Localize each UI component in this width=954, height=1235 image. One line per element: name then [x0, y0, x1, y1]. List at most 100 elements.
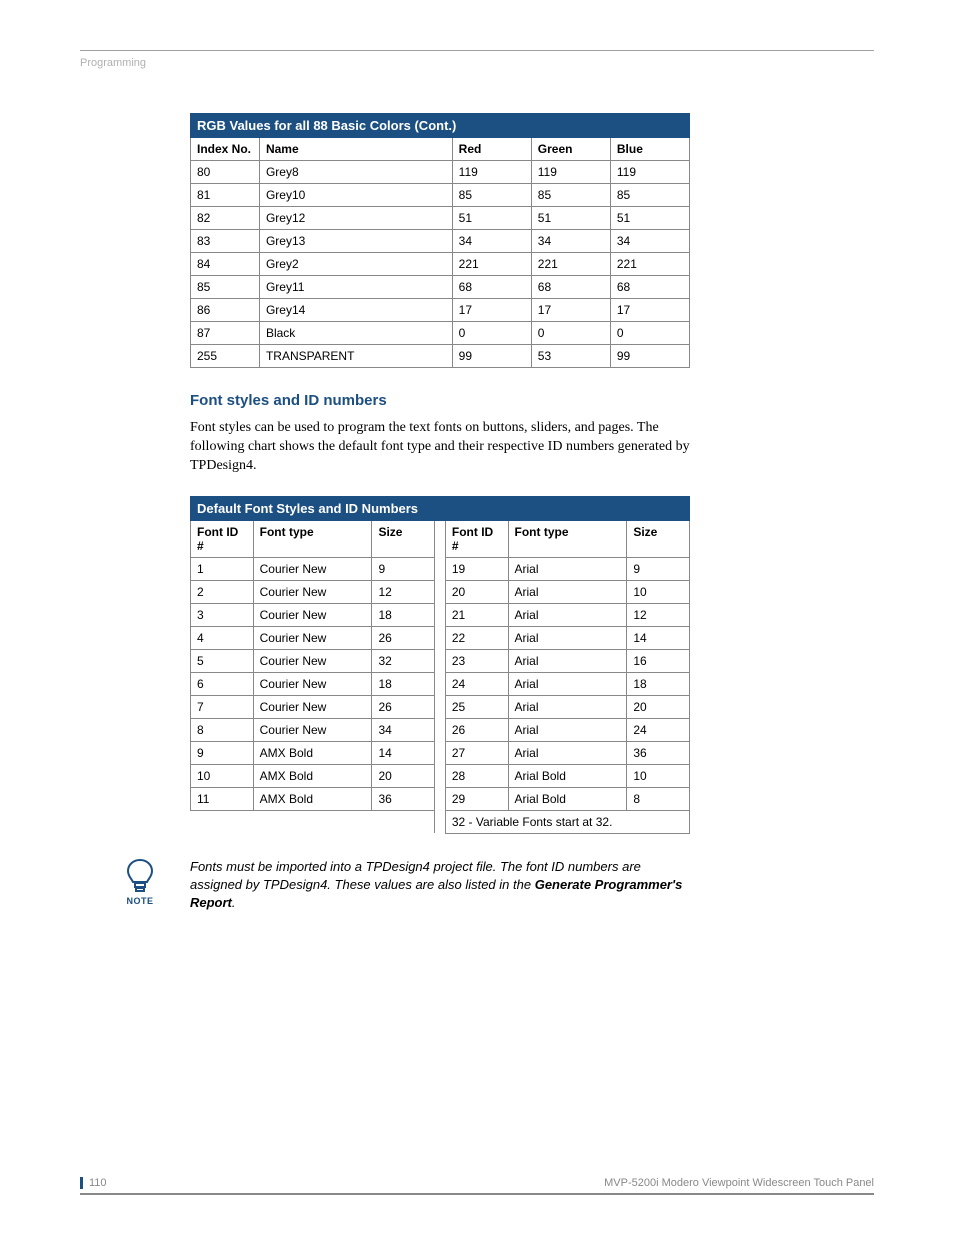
- table-cell: 0: [610, 322, 689, 345]
- table-cell: 12: [372, 580, 435, 603]
- table-cell: 21: [445, 603, 508, 626]
- table-row: 3Courier New1821Arial12: [191, 603, 690, 626]
- table-cell: 20: [372, 764, 435, 787]
- table-cell: 82: [191, 207, 260, 230]
- table-cell: AMX Bold: [253, 787, 372, 810]
- table-cell: AMX Bold: [253, 764, 372, 787]
- table-cell: Grey8: [259, 161, 452, 184]
- table-cell: Courier New: [253, 557, 372, 580]
- col-header: Font type: [253, 520, 372, 557]
- table-cell: 51: [452, 207, 531, 230]
- note-icon: NOTE: [120, 858, 160, 906]
- table-cell: TRANSPARENT: [259, 345, 452, 368]
- col-header: Size: [372, 520, 435, 557]
- table-cell: 17: [452, 299, 531, 322]
- breadcrumb: Programming: [80, 57, 874, 69]
- table-cell: 18: [372, 603, 435, 626]
- table-cell: 85: [531, 184, 610, 207]
- table-cell: Grey2: [259, 253, 452, 276]
- table-row: 85Grey11686868: [191, 276, 690, 299]
- table-cell: 68: [452, 276, 531, 299]
- table-cell: Courier New: [253, 649, 372, 672]
- table-cell: 6: [191, 672, 254, 695]
- table-cell: 34: [452, 230, 531, 253]
- table-cell: Arial: [508, 580, 627, 603]
- table-cell: 36: [372, 787, 435, 810]
- table-cell: 19: [445, 557, 508, 580]
- table-row: 87Black000: [191, 322, 690, 345]
- table-cell: 20: [627, 695, 690, 718]
- table-row: 81Grey10858585: [191, 184, 690, 207]
- col-header: Font ID #: [445, 520, 508, 557]
- table-cell: 32: [372, 649, 435, 672]
- table-cell: 23: [445, 649, 508, 672]
- table-row: 8Courier New3426Arial24: [191, 718, 690, 741]
- table-cell: Grey13: [259, 230, 452, 253]
- table-cell: Grey12: [259, 207, 452, 230]
- table-row: 83Grey13343434: [191, 230, 690, 253]
- table-cell: 18: [372, 672, 435, 695]
- table-cell: Courier New: [253, 580, 372, 603]
- table-cell: 5: [191, 649, 254, 672]
- table-cell: 221: [610, 253, 689, 276]
- page-number: 110: [80, 1177, 107, 1189]
- font-table-title: Default Font Styles and ID Numbers: [191, 496, 690, 520]
- table-cell: 9: [191, 741, 254, 764]
- table-cell: Courier New: [253, 695, 372, 718]
- col-header: Red: [452, 138, 531, 161]
- table-row: 4Courier New2622Arial14: [191, 626, 690, 649]
- table-cell: Black: [259, 322, 452, 345]
- col-header: Green: [531, 138, 610, 161]
- table-cell: Arial: [508, 741, 627, 764]
- table-cell: 27: [445, 741, 508, 764]
- table-cell: 68: [610, 276, 689, 299]
- table-cell: Courier New: [253, 626, 372, 649]
- table-cell: 9: [627, 557, 690, 580]
- table-cell: Arial: [508, 603, 627, 626]
- col-header: Size: [627, 520, 690, 557]
- table-cell: Courier New: [253, 672, 372, 695]
- rgb-table: RGB Values for all 88 Basic Colors (Cont…: [190, 113, 690, 368]
- table-cell: Arial: [508, 718, 627, 741]
- table-cell: 26: [372, 626, 435, 649]
- table-cell: 99: [452, 345, 531, 368]
- table-cell: 83: [191, 230, 260, 253]
- table-cell: 17: [610, 299, 689, 322]
- table-row: 1Courier New919Arial9: [191, 557, 690, 580]
- table-cell: 68: [531, 276, 610, 299]
- table-cell: 10: [627, 580, 690, 603]
- table-row: 84Grey2221221221: [191, 253, 690, 276]
- table-cell: AMX Bold: [253, 741, 372, 764]
- table-row: 10AMX Bold2028Arial Bold10: [191, 764, 690, 787]
- table-cell: 29: [445, 787, 508, 810]
- table-cell: 17: [531, 299, 610, 322]
- table-cell: Grey11: [259, 276, 452, 299]
- table-cell: 53: [531, 345, 610, 368]
- table-cell: 10: [191, 764, 254, 787]
- table-cell: 14: [627, 626, 690, 649]
- table-cell: 18: [627, 672, 690, 695]
- table-cell: 26: [445, 718, 508, 741]
- section-body: Font styles can be used to program the t…: [190, 419, 690, 476]
- table-cell: 9: [372, 557, 435, 580]
- table-cell: 221: [452, 253, 531, 276]
- col-header: Blue: [610, 138, 689, 161]
- page-footer: 110 MVP-5200i Modero Viewpoint Widescree…: [80, 1177, 874, 1195]
- table-cell: 34: [372, 718, 435, 741]
- table-cell: 24: [445, 672, 508, 695]
- table-cell: 16: [627, 649, 690, 672]
- table-cell: 36: [627, 741, 690, 764]
- table-cell: Courier New: [253, 718, 372, 741]
- table-cell: 119: [531, 161, 610, 184]
- table-cell: 3: [191, 603, 254, 626]
- table-cell: 24: [627, 718, 690, 741]
- table-cell: 0: [531, 322, 610, 345]
- table-cell: Arial: [508, 649, 627, 672]
- table-cell: Arial: [508, 626, 627, 649]
- table-cell: 85: [452, 184, 531, 207]
- table-row: 2Courier New1220Arial10: [191, 580, 690, 603]
- table-cell: 8: [627, 787, 690, 810]
- col-header: Font ID #: [191, 520, 254, 557]
- table-row: 80Grey8119119119: [191, 161, 690, 184]
- table-cell: 20: [445, 580, 508, 603]
